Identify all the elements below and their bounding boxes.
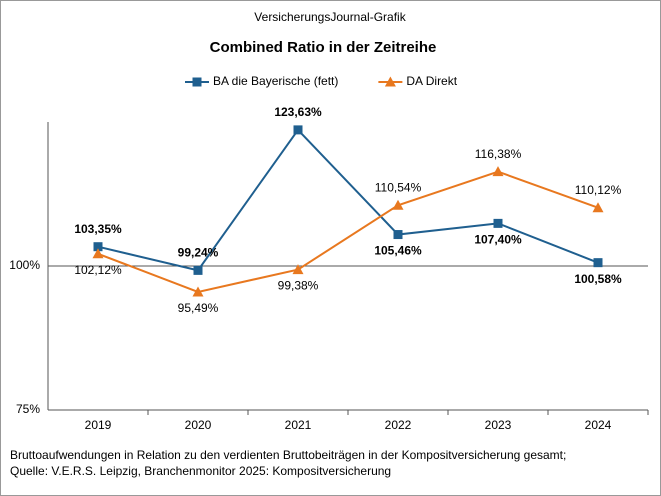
point <box>593 258 603 268</box>
data-label: 95,49% <box>178 301 219 315</box>
series-line <box>97 128 599 272</box>
x-tick-label: 2019 <box>85 418 112 432</box>
data-label: 110,54% <box>375 180 422 194</box>
point <box>392 199 404 210</box>
data-label: 110,12% <box>575 183 622 197</box>
point <box>293 125 303 135</box>
data-label: 107,40% <box>474 233 522 247</box>
series-line <box>97 170 599 294</box>
data-label: 103,35% <box>74 222 122 236</box>
data-label: 102,12% <box>74 263 122 277</box>
data-label: 99,24% <box>178 246 219 260</box>
point <box>492 166 504 177</box>
legend-label: BA die Bayerische (fett) <box>213 74 338 88</box>
x-tick-label: 2022 <box>385 418 412 432</box>
x-tick-label: 2024 <box>585 418 612 432</box>
y-tick-label: 75% <box>16 402 40 416</box>
point <box>292 264 304 275</box>
footnote: Bruttoaufwendungen in Relation zu den ve… <box>10 448 566 462</box>
point <box>193 265 203 275</box>
y-tick-label: 100% <box>9 258 40 272</box>
chart-title: Combined Ratio in der Zeitreihe <box>210 39 437 56</box>
data-label: 116,38% <box>475 147 522 161</box>
data-label: 105,46% <box>374 244 422 258</box>
data-label: 99,38% <box>278 279 319 293</box>
point <box>92 248 104 259</box>
point <box>93 242 103 252</box>
x-tick-label: 2020 <box>185 418 212 432</box>
point <box>192 286 204 297</box>
x-tick-label: 2021 <box>285 418 312 432</box>
x-tick-label: 2023 <box>485 418 512 432</box>
point <box>493 218 503 228</box>
point <box>393 230 403 240</box>
data-label: 100,58% <box>574 272 622 286</box>
header: VersicherungsJournal-Grafik <box>254 10 406 24</box>
data-label: 123,63% <box>274 105 322 119</box>
point <box>592 202 604 213</box>
legend-marker <box>384 76 396 87</box>
legend-marker <box>192 77 202 87</box>
footnote: Quelle: V.E.R.S. Leipzig, Branchenmonito… <box>10 464 391 478</box>
legend-label: DA Direkt <box>406 74 457 88</box>
